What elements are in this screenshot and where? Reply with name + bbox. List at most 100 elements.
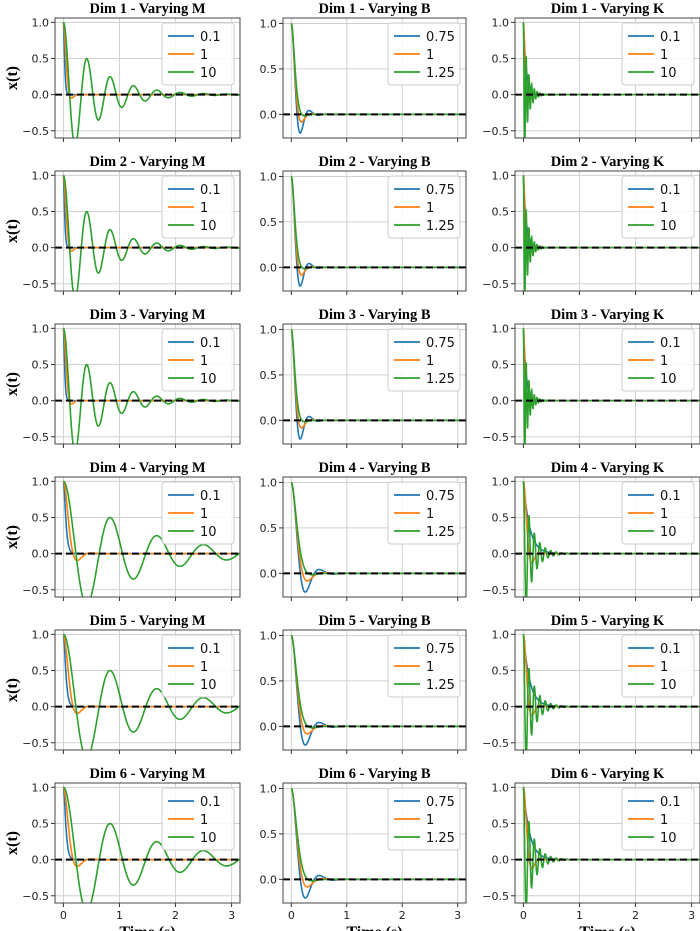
legend: 0.1 1 10 — [161, 634, 235, 698]
legend: 0.75 1 1.25 — [387, 22, 461, 86]
legend-label: 1 — [426, 354, 434, 369]
legend-label: 1 — [200, 660, 208, 675]
legend-label: 1 — [660, 813, 668, 828]
legend-label: 0.1 — [200, 489, 221, 504]
y-tick-label: 1.0 — [492, 322, 510, 335]
subplot-title: Dim 4 - Varying B — [319, 460, 431, 476]
series-group — [283, 481, 466, 593]
legend: 0.75 1 1.25 — [387, 634, 461, 698]
legend-label: 1.25 — [426, 678, 455, 693]
legend-label: 1.25 — [426, 831, 455, 846]
legend-label: 1 — [426, 660, 434, 675]
legend: 0.1 1 10 — [161, 175, 235, 239]
y-tick-label: 0.0 — [492, 701, 510, 714]
y-tick-label: 0.5 — [492, 511, 510, 524]
legend-label: 1 — [660, 201, 668, 216]
subplot-b-dim5: Dim 5 - Varying B 1.0 0.5 0.0 0.75 1 1.25 — [260, 613, 467, 754]
axes-frame — [54, 782, 241, 904]
subplot-m-dim3: Dim 3 - Varying M 1.0 0.5 0.0 −0.5 0.1 1 10 x(t) — [4, 307, 241, 448]
y-tick-label: 0.0 — [492, 89, 510, 102]
x-tick-label: 0 — [288, 909, 295, 922]
legend: 0.1 1 10 — [621, 328, 695, 392]
series-group — [515, 22, 700, 138]
legend-label: 1 — [200, 201, 208, 216]
subplot-m-dim4: Dim 4 - Varying M 1.0 0.5 0.0 −0.5 0.1 1 10 x(t) — [4, 460, 241, 601]
legend-box — [161, 481, 235, 545]
y-tick-label: 0.0 — [492, 395, 510, 408]
y-tick-label: 0.0 — [32, 701, 50, 714]
legend-label: 0.75 — [426, 336, 455, 351]
y-tick-label: 0.5 — [32, 52, 50, 65]
legend-label: 10 — [200, 66, 217, 81]
y-tick-label: −0.5 — [482, 278, 509, 291]
legend-label: 1 — [200, 48, 208, 63]
legend: 0.1 1 10 — [621, 22, 695, 86]
subplot-title: Dim 6 - Varying M — [90, 766, 206, 782]
y-tick-label: 0.0 — [260, 567, 278, 580]
subplot-m-dim6: Dim 6 - Varying M 1.0 0.5 0.0 −0.5 0 1 2 3 0.1 1 10… — [4, 766, 241, 931]
y-tick-label: 1.0 — [32, 781, 50, 794]
y-tick-label: 1.0 — [260, 629, 278, 642]
legend-label: 0.1 — [200, 336, 221, 351]
axes-frame — [54, 323, 241, 445]
legend-label: 10 — [660, 219, 677, 234]
y-tick-label: 0.5 — [492, 358, 510, 371]
x-tick-label: 1 — [576, 909, 583, 922]
legend-label: 1 — [426, 201, 434, 216]
y-tick-label: 0.0 — [260, 414, 278, 427]
legend: 0.1 1 10 — [621, 481, 695, 545]
y-tick-label: −0.5 — [22, 278, 49, 291]
subplot-title: Dim 2 - Varying B — [319, 154, 431, 170]
legend-label: 10 — [200, 525, 217, 540]
y-tick-label: 0.5 — [492, 817, 510, 830]
subplot-title: Dim 4 - Varying K — [551, 460, 665, 476]
legend-label: 1 — [200, 507, 208, 522]
y-tick-label: 1.0 — [32, 322, 50, 335]
series-group — [283, 787, 466, 899]
series-group — [283, 22, 466, 134]
subplot-k-dim2: Dim 2 - Varying K 1.0 0.5 0.0 −0.5 0.1 1 10 — [482, 154, 700, 295]
axes-frame — [282, 476, 467, 598]
legend-label: 1.25 — [426, 219, 455, 234]
y-tick-label: 1.0 — [32, 16, 50, 29]
y-tick-label: 0.0 — [260, 720, 278, 733]
axes-frame — [282, 782, 467, 904]
legend-box — [621, 328, 695, 392]
x-tick-label: 0 — [60, 909, 67, 922]
legend-label: 1 — [660, 660, 668, 675]
series-group — [283, 328, 466, 440]
axes-frame — [514, 170, 700, 292]
legend-box — [161, 22, 235, 86]
x-tick-label: 3 — [228, 909, 235, 922]
legend-label: 10 — [660, 372, 677, 387]
subplot-title: Dim 5 - Varying B — [319, 613, 431, 629]
subplot-title: Dim 6 - Varying B — [319, 766, 431, 782]
legend-label: 0.1 — [200, 30, 221, 45]
subplot-title: Dim 4 - Varying M — [90, 460, 206, 476]
legend: 0.75 1 1.25 — [387, 481, 461, 545]
legend-label: 10 — [660, 678, 677, 693]
legend: 0.75 1 1.25 — [387, 787, 461, 851]
y-axis-label: x(t) — [4, 219, 21, 243]
legend: 0.1 1 10 — [161, 328, 235, 392]
legend-label: 0.1 — [200, 183, 221, 198]
y-axis-label: x(t) — [4, 678, 21, 702]
subplot-title: Dim 3 - Varying M — [90, 307, 206, 323]
subplot-title: Dim 3 - Varying K — [551, 307, 665, 323]
axes-frame — [282, 323, 467, 445]
subplot-k-dim6: Dim 6 - Varying K 1.0 0.5 0.0 −0.5 0 1 2 3 0.1 1 10… — [482, 766, 700, 931]
legend-box — [387, 22, 461, 86]
legend: 0.1 1 10 — [621, 634, 695, 698]
axes-frame — [282, 17, 467, 139]
legend-label: 10 — [660, 66, 677, 81]
legend-label: 0.75 — [426, 183, 455, 198]
legend-label: 0.75 — [426, 489, 455, 504]
subplot-m-dim1: Dim 1 - Varying M 1.0 0.5 0.0 −0.5 0.1 1 10 x(t) — [4, 1, 241, 142]
y-tick-label: 0.0 — [32, 89, 50, 102]
y-tick-label: 1.0 — [260, 17, 278, 30]
y-tick-label: −0.5 — [22, 584, 49, 597]
legend-label: 0.1 — [660, 642, 681, 657]
x-tick-label: 1 — [343, 909, 350, 922]
y-tick-label: 0.0 — [492, 548, 510, 561]
